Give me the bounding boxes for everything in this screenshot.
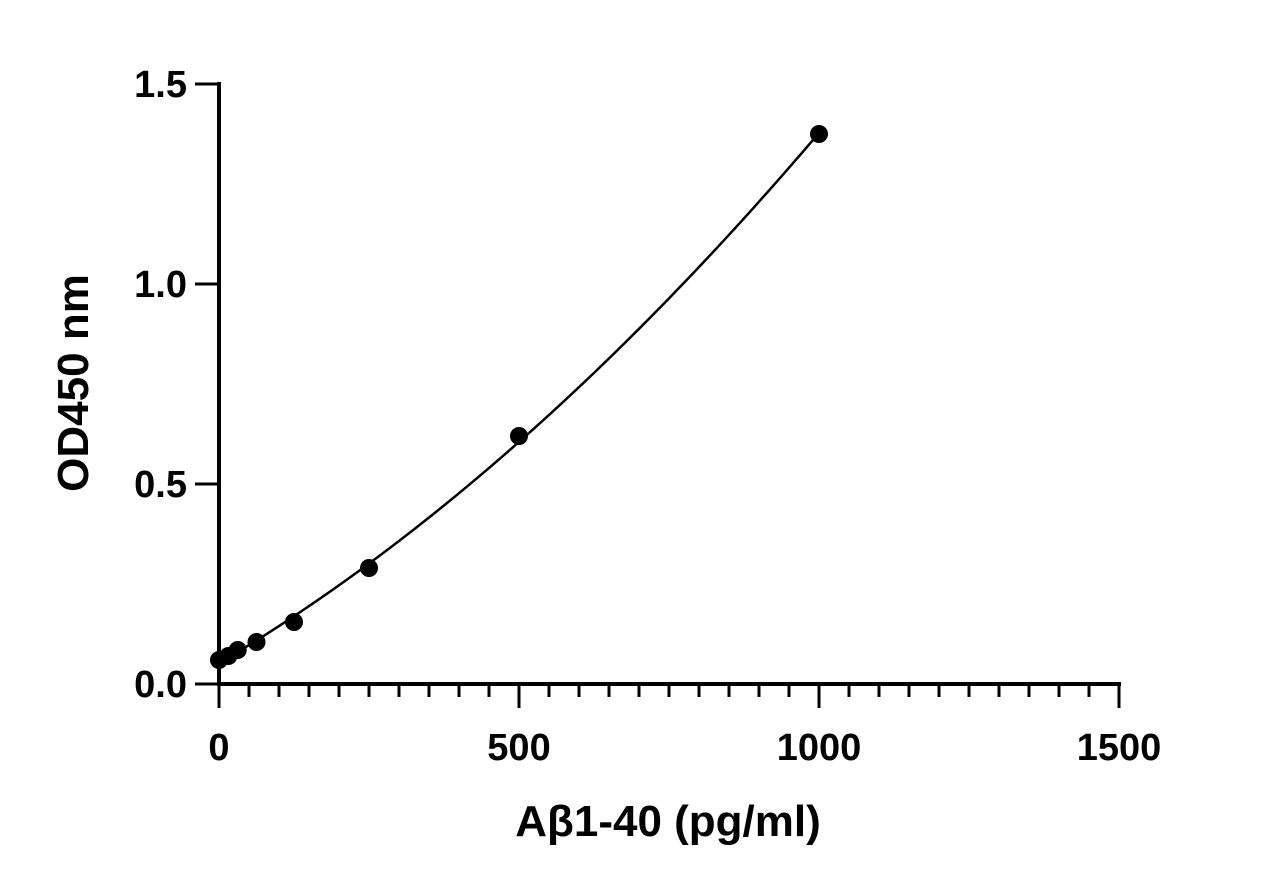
fit-curve [218, 132, 820, 665]
data-point [810, 125, 828, 143]
x-tick-label: 500 [487, 727, 550, 769]
y-tick-label: 1.0 [134, 264, 187, 306]
data-point [510, 427, 528, 445]
data-point [285, 613, 303, 631]
x-axis-ticks: 0 500 1000 1500 [208, 684, 1161, 769]
x-tick-label: 1500 [1077, 727, 1162, 769]
x-axis-title: Aβ1-40 (pg/ml) [515, 797, 821, 846]
data-point [247, 633, 266, 651]
x-tick-label: 1000 [777, 727, 862, 769]
data-point [360, 559, 378, 577]
y-axis-ticks: 0.0 0.5 1.0 1.5 [134, 64, 219, 706]
data-point [228, 641, 247, 659]
x-tick-label: 0 [208, 727, 229, 769]
data-points [210, 125, 828, 669]
y-tick-label: 0.5 [134, 464, 187, 506]
y-tick-label: 1.5 [134, 64, 187, 106]
y-axis-title: OD450 nm [49, 274, 98, 492]
y-tick-label: 0.0 [134, 664, 187, 706]
axes [217, 82, 1121, 686]
